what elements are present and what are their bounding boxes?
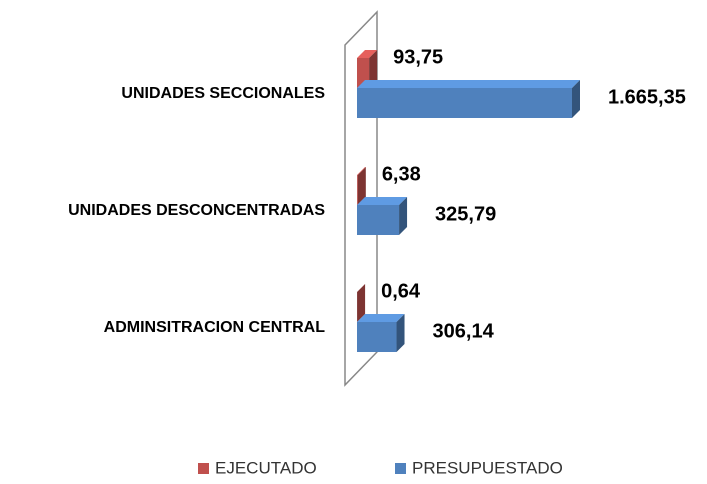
- bar: [357, 197, 408, 235]
- bar-front: [357, 175, 358, 205]
- value-label: 6,38: [382, 163, 421, 185]
- bar-side: [357, 284, 366, 322]
- category-label: UNIDADES SECCIONALES: [121, 85, 325, 102]
- bar-top: [357, 314, 405, 322]
- legend-label: EJECUTADO: [215, 458, 317, 477]
- bar-front: [357, 205, 400, 235]
- value-label: 93,75: [393, 46, 443, 68]
- bar: [357, 80, 580, 118]
- bar-side: [396, 314, 405, 352]
- legend-swatch: [395, 463, 406, 474]
- category-label: UNIDADES DESCONCENTRADAS: [68, 202, 325, 219]
- category-label: ADMINSITRACION CENTRAL: [104, 319, 326, 336]
- legend-label: PRESUPUESTADO: [412, 458, 563, 477]
- value-label: 1.665,35: [608, 86, 686, 108]
- bar: [357, 167, 366, 205]
- value-label: 0,64: [381, 280, 421, 302]
- bar-top: [357, 167, 366, 175]
- bar-front: [357, 322, 397, 352]
- bar-top: [357, 284, 366, 292]
- bar-front: [357, 88, 572, 118]
- bar-top: [357, 50, 378, 58]
- legend-swatch: [198, 463, 209, 474]
- bar-top: [357, 197, 408, 205]
- bar-side: [369, 50, 378, 88]
- bar-top: [357, 80, 580, 88]
- bar: [357, 284, 366, 322]
- bar-side: [572, 80, 580, 118]
- bar-side: [357, 167, 366, 205]
- bar-side: [399, 197, 408, 235]
- value-label: 325,79: [435, 203, 496, 225]
- value-label: 306,14: [433, 320, 495, 342]
- bar: [357, 314, 405, 352]
